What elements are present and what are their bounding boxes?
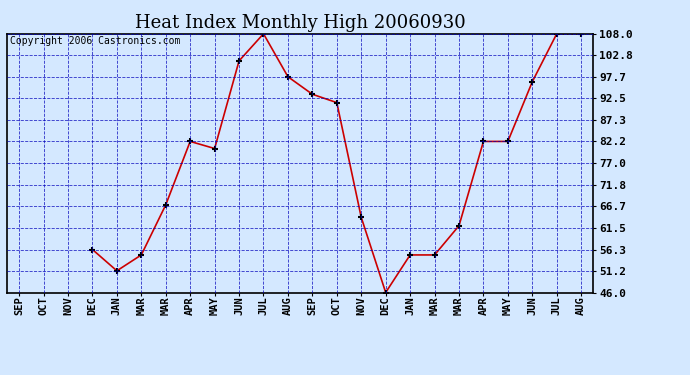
Title: Heat Index Monthly High 20060930: Heat Index Monthly High 20060930 (135, 14, 466, 32)
Text: Copyright 2006 Castronics.com: Copyright 2006 Castronics.com (10, 36, 180, 46)
